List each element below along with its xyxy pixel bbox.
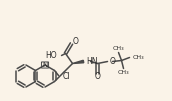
Text: CH₃: CH₃ — [118, 70, 129, 75]
Polygon shape — [73, 60, 84, 64]
Text: HO: HO — [45, 51, 57, 60]
Text: Cl: Cl — [63, 72, 70, 81]
Text: CH₃: CH₃ — [113, 46, 124, 51]
Text: O: O — [73, 37, 78, 46]
Text: N: N — [42, 62, 48, 68]
Text: O: O — [95, 72, 100, 81]
Text: HN: HN — [87, 57, 98, 66]
Text: O: O — [110, 57, 115, 66]
Text: CH₃: CH₃ — [133, 55, 144, 60]
